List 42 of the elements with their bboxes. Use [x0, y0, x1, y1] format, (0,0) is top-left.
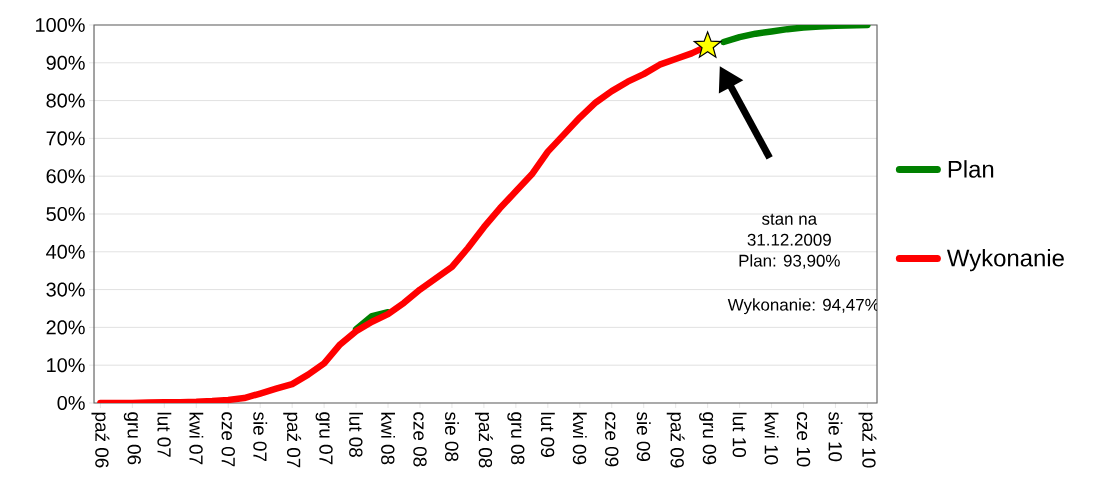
y-tick-label: 100% — [36, 17, 85, 33]
y-tick-label: 30% — [46, 282, 85, 297]
annotation: stan na — [762, 213, 818, 225]
y-tick-label: 50% — [46, 206, 85, 222]
x-tick-label: kwi 09 — [572, 412, 587, 465]
y-tick-label: 70% — [46, 131, 85, 146]
x-tick-label: lut 07 — [157, 412, 172, 457]
x-tick-label: sie 08 — [445, 412, 459, 462]
x-tick-label: gru 06 — [123, 412, 141, 465]
x-tick-label: paź 09 — [666, 412, 685, 468]
y-tick-label: 10% — [47, 358, 85, 373]
y-tick-label: 80% — [46, 93, 85, 108]
x-tick-label: cze 07 — [221, 412, 235, 467]
x-tick-label: paź 07 — [283, 412, 302, 468]
x-tick-label: paź 08 — [474, 412, 493, 468]
y-tick-label: 0% — [57, 395, 85, 411]
x-tick-label: sie 07 — [253, 412, 268, 462]
x-tick-label: lut 08 — [349, 412, 364, 457]
x-tick-label: kwi 08 — [381, 412, 395, 465]
x-tick-label: gru 09 — [699, 412, 717, 465]
x-tick-label: gru 07 — [315, 412, 333, 465]
x-tick-label: paź 06 — [91, 412, 110, 468]
y-tick-label: 20% — [46, 320, 85, 335]
y-tick-label: 40% — [46, 244, 85, 259]
x-tick-label: cze 08 — [413, 412, 427, 467]
x-tick-label: paź 10 — [858, 412, 877, 468]
x-tick-label: lut 10 — [732, 412, 747, 458]
x-tick-label: kwi 07 — [189, 412, 204, 465]
legend-label: Wykonanie — [946, 248, 1064, 272]
annotation: Wykonanie: 94,47% — [727, 298, 880, 315]
legend-label: Plan — [948, 160, 994, 178]
x-tick-label: cze 10 — [796, 412, 811, 467]
y-tick-label: 90% — [46, 55, 85, 70]
x-tick-label: cze 09 — [605, 412, 619, 467]
x-tick-label: kwi 10 — [764, 412, 779, 465]
annotation: 31.12.2009 — [747, 233, 831, 246]
x-tick-label: lut 09 — [540, 412, 555, 457]
x-tick-label: sie 09 — [636, 412, 651, 462]
annotation: Plan: 93,90% — [739, 254, 840, 269]
x-tick-label: gru 08 — [507, 412, 525, 465]
x-tick-label: sie 10 — [828, 412, 843, 462]
y-tick-label: 60% — [46, 169, 85, 184]
